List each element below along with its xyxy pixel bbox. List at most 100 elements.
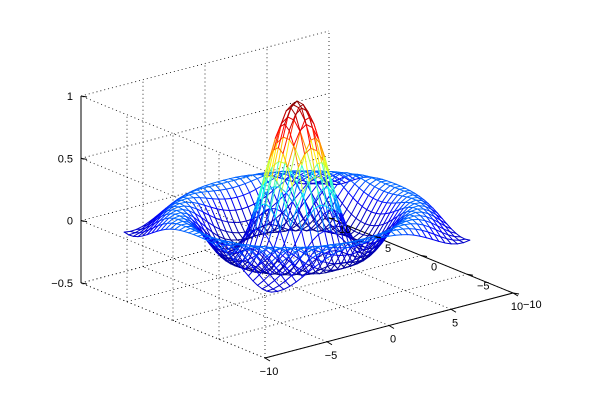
x-tick	[264, 357, 271, 362]
mesh-line	[201, 191, 209, 193]
mesh-line	[177, 218, 184, 222]
mesh-line	[183, 205, 190, 212]
mesh-line	[287, 145, 295, 168]
mesh-line	[283, 173, 291, 177]
mesh-line	[268, 246, 276, 249]
mesh-line	[227, 221, 233, 234]
mesh-line	[266, 290, 272, 293]
mesh-line	[250, 217, 258, 228]
mesh-line	[263, 279, 269, 286]
mesh-line	[401, 206, 409, 215]
y-tick	[374, 236, 382, 239]
mesh-line	[413, 202, 422, 205]
mesh-line	[296, 100, 303, 109]
mesh-line	[159, 214, 167, 222]
mesh-line	[173, 202, 181, 207]
mesh-line	[357, 241, 365, 245]
mesh-line	[403, 202, 411, 209]
mesh-line	[353, 256, 361, 261]
mesh-line	[279, 266, 285, 272]
mesh-line	[214, 217, 221, 230]
mesh-line	[314, 261, 322, 268]
mesh-line	[242, 248, 250, 262]
mesh-line	[238, 185, 244, 196]
mesh-line	[361, 194, 369, 207]
mesh-line	[410, 223, 417, 230]
mesh-line	[352, 197, 359, 204]
z-tick-label: −0.5	[51, 278, 73, 290]
mesh-line	[288, 251, 296, 257]
mesh-line	[361, 252, 367, 261]
mesh-line	[286, 250, 294, 256]
mesh-line	[157, 218, 165, 227]
mesh-line	[260, 176, 269, 206]
mesh-line	[202, 185, 210, 189]
mesh-line	[254, 246, 262, 253]
mesh-line	[252, 274, 260, 282]
mesh-line	[196, 187, 204, 191]
mesh-line	[267, 149, 275, 178]
mesh-line	[355, 206, 363, 219]
mesh-line	[142, 229, 150, 237]
mesh-line	[278, 247, 285, 252]
mesh-line	[145, 221, 153, 229]
mesh-line	[421, 211, 429, 215]
mesh-line	[325, 205, 332, 232]
mesh-line	[199, 221, 207, 228]
mesh-line	[233, 177, 241, 181]
mesh-line	[317, 261, 324, 270]
mesh-line	[359, 248, 366, 258]
mesh-line	[282, 227, 291, 231]
mesh-line	[378, 223, 385, 226]
mesh-line	[211, 231, 219, 237]
x-tick	[388, 325, 395, 329]
mesh-line	[285, 170, 292, 194]
mesh-line	[405, 219, 414, 222]
mesh-line	[183, 227, 191, 232]
mesh-line	[328, 254, 335, 264]
mesh-line	[272, 285, 280, 290]
mesh-line	[284, 180, 291, 190]
mesh-line	[372, 188, 380, 199]
mesh-line	[297, 153, 306, 168]
mesh-line	[205, 226, 213, 233]
mesh-line	[449, 231, 457, 234]
mesh-line	[202, 211, 210, 216]
mesh-line	[278, 136, 284, 162]
mesh-line	[405, 220, 412, 225]
mesh-line	[238, 257, 246, 266]
mesh-line	[301, 149, 307, 166]
mesh-line	[231, 243, 239, 247]
mesh-line	[295, 246, 302, 250]
mesh-line	[270, 180, 278, 209]
mesh-line	[264, 261, 273, 269]
mesh-line	[294, 251, 300, 259]
mesh-line	[330, 230, 338, 235]
mesh-line	[248, 210, 255, 226]
mesh-line	[191, 201, 198, 210]
mesh-line	[322, 160, 329, 187]
mesh-line	[307, 170, 316, 174]
mesh-line	[346, 242, 353, 247]
mesh-line	[132, 232, 141, 237]
mesh-line	[225, 231, 233, 234]
mesh-line	[375, 212, 382, 215]
mesh-line	[160, 222, 168, 231]
mesh-line	[274, 279, 280, 287]
tick-marks	[80, 95, 520, 362]
mesh-line	[303, 258, 311, 266]
mesh-line	[272, 250, 279, 257]
mesh-line	[436, 225, 443, 233]
mesh-line	[334, 243, 342, 247]
mesh-line	[268, 268, 276, 275]
mesh-line	[288, 255, 294, 264]
mesh-line	[357, 243, 364, 253]
mesh-line	[289, 182, 297, 190]
mesh-line	[179, 202, 185, 207]
mesh-line	[251, 217, 258, 233]
mesh-line	[463, 239, 471, 244]
y-tick	[466, 273, 474, 276]
mesh-line	[289, 247, 296, 253]
mesh-line	[416, 223, 424, 226]
mesh-line	[336, 233, 344, 241]
